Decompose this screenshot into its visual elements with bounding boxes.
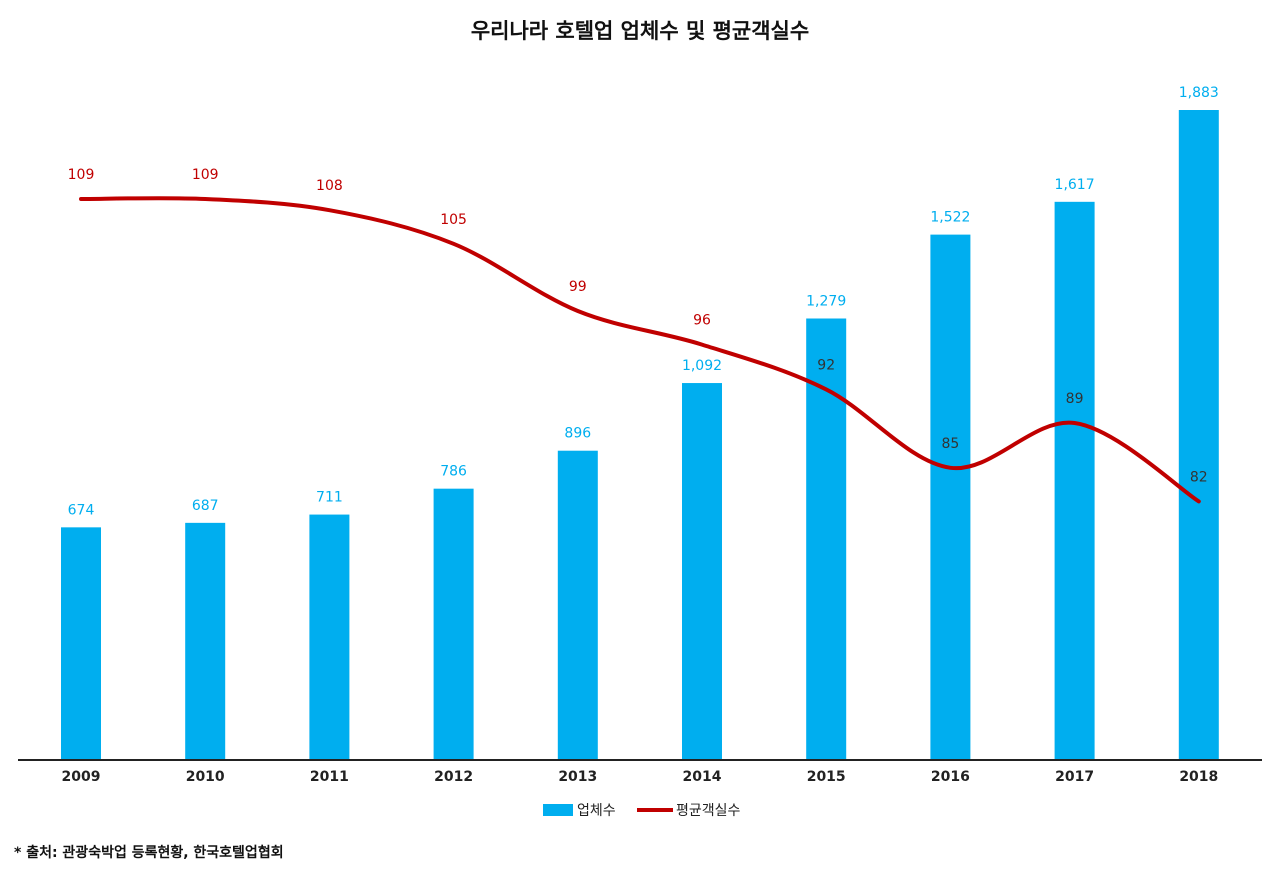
x-tick-2009: 2009 (62, 769, 101, 785)
line-label-2016: 85 (941, 436, 959, 452)
x-tick-2018: 2018 (1179, 769, 1218, 785)
bar-label-2009: 674 (68, 502, 95, 518)
x-tick-labels: 2009 2010 2011 2012 2013 2014 2015 2016 2017 2018 (62, 769, 1219, 785)
bar-2016 (930, 234, 971, 760)
bar-2015 (806, 318, 847, 760)
x-tick-2015: 2015 (807, 769, 846, 785)
line-label-2009: 109 (68, 167, 95, 183)
bar-label-2012: 786 (440, 464, 467, 480)
legend: 업체수 평균객실수 (543, 803, 741, 819)
line-label-2015: 92 (817, 357, 835, 373)
bar-2010 (185, 522, 226, 760)
bar-2013 (557, 450, 598, 760)
bar-label-2010: 687 (192, 498, 219, 514)
bar-label-2013: 896 (564, 426, 591, 442)
x-tick-2010: 2010 (186, 769, 225, 785)
bar-2014 (682, 383, 722, 760)
line-labels: 109 109 108 105 99 96 92 85 89 82 (68, 167, 1208, 485)
source-note: * 출처: 관광숙박업 등록현황, 한국호텔업협회 (14, 844, 284, 861)
legend-line-label: 평균객실수 (676, 803, 741, 819)
line-label-2018: 82 (1190, 469, 1208, 485)
bar-2009 (61, 527, 101, 760)
line-label-2012: 105 (440, 212, 467, 228)
bar-2011 (309, 514, 350, 760)
bar-labels: 674 687 711 786 896 1,092 1,279 1,522 1,617 1,883 (68, 85, 1219, 518)
x-tick-2017: 2017 (1055, 769, 1094, 785)
line-label-2017: 89 (1066, 391, 1084, 407)
bar-series (61, 110, 1219, 761)
bar-2012 (433, 488, 474, 760)
bar-label-2017: 1,617 (1055, 177, 1095, 193)
bar-label-2016: 1,522 (930, 210, 970, 226)
chart-title: 우리나라 호텔업 업체수 및 평균객실수 (471, 19, 809, 43)
x-tick-2014: 2014 (683, 769, 722, 785)
legend-bar-swatch (543, 804, 573, 816)
bar-label-2011: 711 (316, 490, 343, 506)
line-label-2014: 96 (693, 313, 711, 329)
line-label-2013: 99 (569, 279, 587, 295)
x-tick-2012: 2012 (434, 769, 473, 785)
x-tick-2016: 2016 (931, 769, 970, 785)
x-tick-2013: 2013 (558, 769, 597, 785)
line-label-2010: 109 (192, 167, 219, 183)
line-label-2011: 108 (316, 178, 343, 194)
x-tick-2011: 2011 (310, 769, 349, 785)
bar-label-2014: 1,092 (682, 358, 722, 374)
bar-label-2018: 1,883 (1179, 85, 1219, 101)
line-series (79, 196, 1201, 504)
bar-2017 (1054, 201, 1095, 761)
bar-label-2015: 1,279 (806, 293, 846, 309)
bar-2018 (1178, 110, 1219, 760)
legend-bar-label: 업체수 (577, 803, 616, 819)
